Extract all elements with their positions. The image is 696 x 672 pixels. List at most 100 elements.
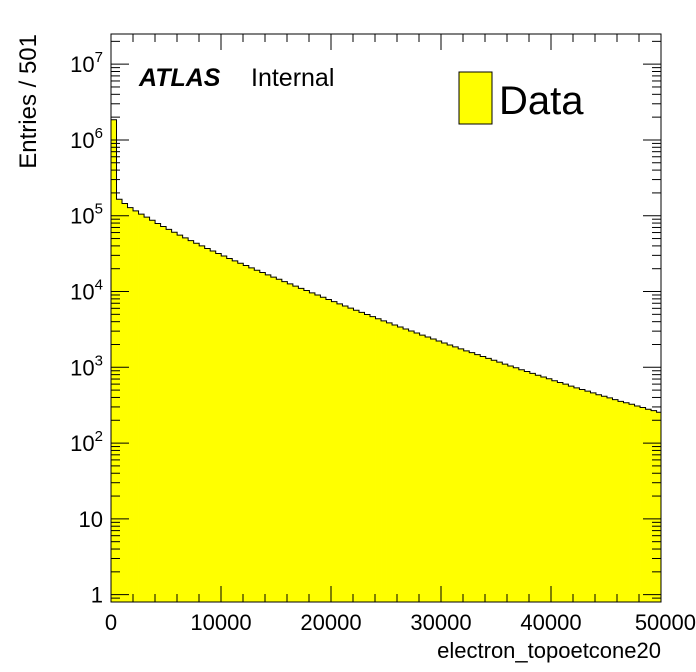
y-tick-label: 1 xyxy=(91,583,103,608)
histogram-bar xyxy=(199,245,206,602)
y-tick-label: 107 xyxy=(70,49,103,77)
histogram-bar xyxy=(188,240,195,602)
histogram-bar xyxy=(651,410,657,602)
histogram-bar xyxy=(149,220,156,602)
y-tick-label: 104 xyxy=(70,277,103,305)
histogram-bar xyxy=(243,265,250,602)
x-axis-ticks: 0 10000 20000 30000 40000 50000 xyxy=(105,34,696,635)
histogram-bar xyxy=(237,263,244,602)
plot-frame xyxy=(110,33,662,603)
histogram-bar xyxy=(546,378,553,602)
y-tick-label: 103 xyxy=(70,352,103,380)
histogram-bar xyxy=(557,382,564,602)
histogram-bar xyxy=(618,401,624,602)
histogram-bar xyxy=(331,301,338,602)
histogram-bar xyxy=(496,362,503,602)
legend-label-data: Data xyxy=(499,79,584,123)
histogram-bar xyxy=(232,260,239,602)
histogram-bar xyxy=(518,369,525,602)
y-axis-ticks: 1 10 102 103 104 105 106 107 xyxy=(70,40,661,608)
histogram-bar xyxy=(513,367,520,602)
histogram-bar xyxy=(634,406,641,602)
histogram-bar xyxy=(221,256,228,602)
histogram-bar xyxy=(458,348,465,602)
histogram-bar xyxy=(452,346,459,602)
histogram-bar xyxy=(425,337,432,602)
histogram-bar xyxy=(562,384,569,602)
histogram-bar xyxy=(347,308,354,602)
y-tick-label: 106 xyxy=(70,125,103,153)
histogram-bar xyxy=(375,318,382,602)
histogram-bar xyxy=(436,341,443,602)
histogram-bar xyxy=(204,248,211,602)
histogram-bar xyxy=(144,217,150,602)
x-tick-label: 0 xyxy=(105,610,117,635)
x-axis-label: electron_topoetcone20 xyxy=(437,638,661,663)
y-tick-label: 105 xyxy=(70,201,103,229)
histogram-bar xyxy=(392,324,398,602)
histogram-bar xyxy=(127,207,134,602)
histogram-bar xyxy=(623,402,630,602)
histogram-bar xyxy=(535,375,542,602)
histogram-bar xyxy=(524,371,531,602)
y-axis-label: Entries / 501 xyxy=(15,34,42,169)
histogram-bar xyxy=(612,399,619,602)
histogram-bar xyxy=(463,350,470,602)
histogram-bar xyxy=(248,267,255,602)
histogram-bar xyxy=(259,272,266,602)
histogram-bar xyxy=(502,364,509,602)
histogram-bar xyxy=(215,253,222,603)
histogram-bar xyxy=(287,283,294,602)
histogram-bar xyxy=(133,210,139,602)
histogram-bar xyxy=(491,360,498,602)
histogram-bar xyxy=(568,386,575,602)
histogram-bar xyxy=(336,303,343,602)
histogram-bar xyxy=(441,343,448,602)
histogram-bar xyxy=(629,404,635,602)
histogram-bar xyxy=(353,310,360,602)
y-tick-label: 102 xyxy=(70,428,103,456)
histogram-bar xyxy=(386,322,393,602)
histogram-bar xyxy=(551,380,558,602)
histogram-bar xyxy=(507,366,514,602)
histogram-bar xyxy=(640,407,646,602)
internal-label: Internal xyxy=(251,64,334,92)
x-tick-label: 10000 xyxy=(190,610,251,635)
histogram-bar xyxy=(171,232,178,602)
legend: Data xyxy=(458,71,584,125)
x-tick-label: 20000 xyxy=(300,610,361,635)
histogram-bar xyxy=(370,316,376,602)
histogram-bar xyxy=(320,297,327,602)
histogram-bar xyxy=(325,299,332,602)
x-tick-label: 30000 xyxy=(410,610,471,635)
histogram-bar xyxy=(573,387,580,602)
x-tick-label: 40000 xyxy=(520,610,581,635)
histogram-bar xyxy=(584,391,591,602)
histogram-bar xyxy=(403,329,409,602)
histogram-bar xyxy=(656,412,662,602)
histogram-bar xyxy=(210,251,217,603)
histogram-bar xyxy=(166,229,173,602)
histogram-bar xyxy=(408,331,415,602)
atlas-annotation: ATLAS Internal xyxy=(138,64,334,92)
histogram-bar xyxy=(419,335,426,602)
histogram-bar xyxy=(342,306,349,602)
histogram-bar xyxy=(226,258,233,602)
x-tick-label: 50000 xyxy=(635,610,696,635)
histogram-bar xyxy=(122,203,128,602)
histogram-bar xyxy=(397,327,404,602)
histogram-bar xyxy=(111,119,117,602)
histogram-outline xyxy=(110,119,661,602)
legend-swatch-data xyxy=(458,71,493,125)
histogram-bar xyxy=(364,314,371,602)
histogram-bar xyxy=(529,373,536,602)
histogram-bar xyxy=(298,288,305,602)
histogram-bar xyxy=(160,226,167,603)
histogram-bar xyxy=(381,320,387,602)
y-tick-label: 10 xyxy=(79,507,103,532)
histogram-bar xyxy=(155,223,161,603)
histogram-bar xyxy=(540,376,547,602)
histogram-bar xyxy=(276,279,283,602)
histogram-bar xyxy=(270,277,277,602)
histogram-bar xyxy=(474,354,481,602)
